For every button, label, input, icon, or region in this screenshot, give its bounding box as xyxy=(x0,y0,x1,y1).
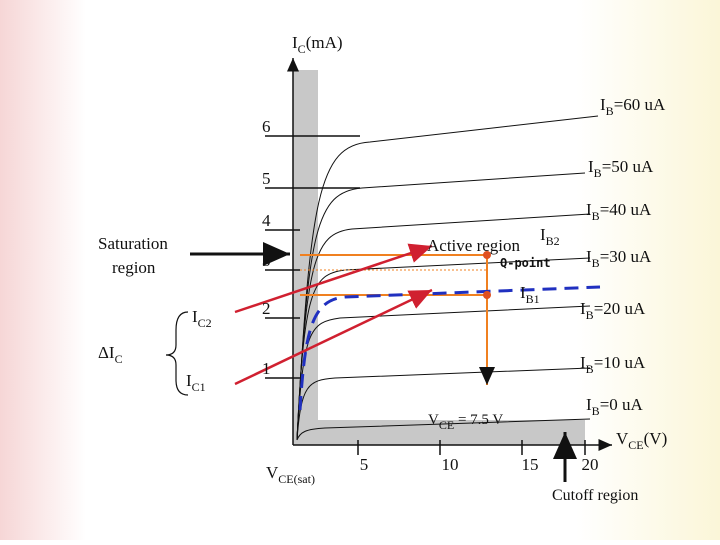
y-tick-label: 2 xyxy=(262,299,271,318)
vce-sat-label: VCE(sat) xyxy=(266,463,315,486)
ic1-label-main: I xyxy=(186,371,192,390)
curve-label-sub: B xyxy=(592,404,600,418)
ic2-label-main: I xyxy=(192,307,198,326)
operating-lines xyxy=(298,251,601,411)
y-axis-label-main: I xyxy=(292,33,298,52)
delta-ic-label-sub: C xyxy=(115,352,123,366)
curve-label-sub: B xyxy=(592,209,600,223)
x-axis-label-sub: CE xyxy=(628,438,643,452)
curve-label: IB=50 uA xyxy=(588,157,654,180)
curve-label-sub: B xyxy=(586,362,594,376)
curve-label-rest: =60 uA xyxy=(614,95,666,114)
curve-label: IB=60 uA xyxy=(600,95,666,118)
y-axis-label: IC(mA) xyxy=(292,33,343,56)
delta-ic-label-main: ΔI xyxy=(98,343,115,362)
vce-value-label-rest: = 7.5 V xyxy=(454,412,503,428)
curve-label: IB=40 uA xyxy=(586,200,652,223)
x-axis-label-main: V xyxy=(616,429,629,448)
ic2-label-sub: C2 xyxy=(198,316,212,330)
ib1-label-sub: B1 xyxy=(526,292,540,306)
curve-label-sub: B xyxy=(606,104,614,118)
ib1-label-main: I xyxy=(520,283,526,302)
saturation-label: Saturation xyxy=(98,234,168,253)
curve-label-main: I xyxy=(600,95,606,114)
curve-label-rest: =30 uA xyxy=(600,247,652,266)
saturation-label: region xyxy=(112,258,156,277)
x-tick-label: 15 xyxy=(522,455,539,474)
x-tick-label: 20 xyxy=(582,455,599,474)
vce-value-label: VCE = 7.5 V xyxy=(428,412,503,432)
curve-label-main: I xyxy=(588,157,594,176)
curve-label: IB=20 uA xyxy=(580,299,646,322)
vce-sat-label-main: V xyxy=(266,463,279,482)
curve-label-rest: =0 uA xyxy=(600,395,644,414)
y-axis-label-sub: C xyxy=(298,42,306,56)
curve-label-sub: B xyxy=(594,166,602,180)
pointer-arrows xyxy=(165,242,577,482)
vce-value-label-main: V xyxy=(428,412,439,428)
q-point-label: Q-point xyxy=(500,256,551,270)
vce-sat-label-sub: CE(sat) xyxy=(278,472,315,486)
curve-label-main: I xyxy=(580,299,586,318)
curve-label: IB=0 uA xyxy=(586,395,644,418)
y-tick-label: 6 xyxy=(262,117,271,136)
curve-label: IB=30 uA xyxy=(586,247,652,270)
y-axis-label-rest: (mA) xyxy=(306,33,343,52)
saturation-band xyxy=(293,70,318,445)
ib1-label: IB1 xyxy=(520,283,540,306)
ib2-label-main: I xyxy=(540,225,546,244)
x-tick-label: 5 xyxy=(360,455,369,474)
curve-label-sub: B xyxy=(592,256,600,270)
cutoff-label: Cutoff region xyxy=(552,487,638,504)
x-axis-label: VCE(V) xyxy=(616,429,667,452)
delta-ic-label: ΔIC xyxy=(98,343,123,366)
curve-label-main: I xyxy=(586,395,592,414)
ic1-label-sub: C1 xyxy=(192,380,206,394)
ib2-label-sub: B2 xyxy=(546,234,560,248)
curve-label-rest: =50 uA xyxy=(602,157,654,176)
curve-label-rest: =40 uA xyxy=(600,200,652,219)
curve-label-main: I xyxy=(580,353,586,372)
y-tick-label: 3 xyxy=(262,251,271,270)
ic2-label: IC2 xyxy=(192,307,212,330)
curve-label-sub: B xyxy=(586,308,594,322)
curve-label-rest: =10 uA xyxy=(594,353,646,372)
curve-label: IB=10 uA xyxy=(580,353,646,376)
x-axis-label-rest: (V) xyxy=(644,429,668,448)
ib2-label: IB2 xyxy=(540,225,560,248)
axes xyxy=(265,58,612,455)
curve-label-rest: =20 uA xyxy=(594,299,646,318)
vce-value-label-sub: CE xyxy=(439,418,454,432)
y-tick-label: 4 xyxy=(262,211,271,230)
x-tick-label: 10 xyxy=(442,455,459,474)
curve-label-main: I xyxy=(586,200,592,219)
curve-label-main: I xyxy=(586,247,592,266)
y-tick-label: 1 xyxy=(262,359,271,378)
active-region-label: Active region xyxy=(427,236,520,255)
y-tick-label: 5 xyxy=(262,169,271,188)
ic1-label: IC1 xyxy=(186,371,206,394)
